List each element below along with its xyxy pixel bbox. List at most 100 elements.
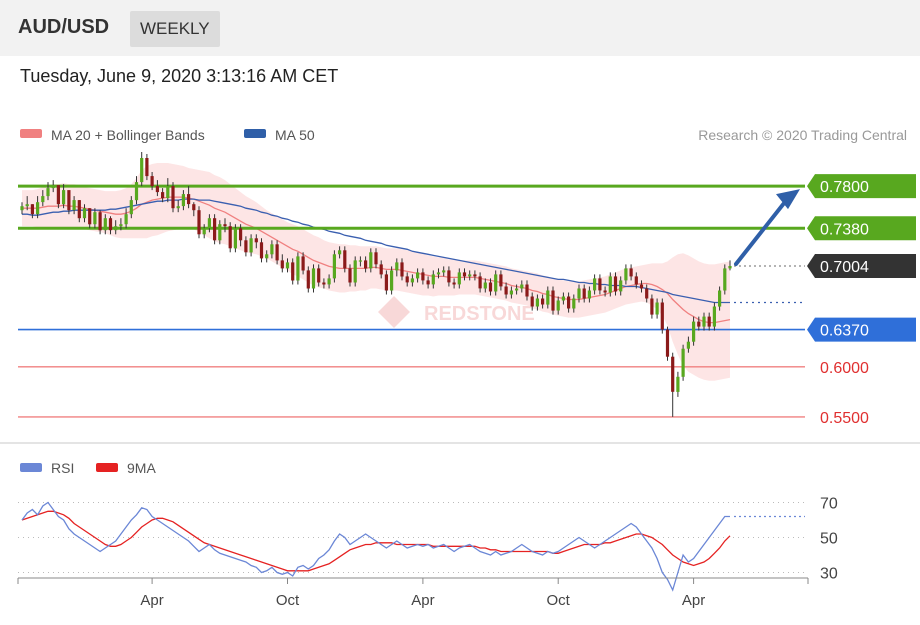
candle-body (530, 296, 534, 307)
candle-body (353, 260, 357, 283)
candle-body (145, 158, 149, 177)
candle-body (129, 200, 133, 215)
candle-body (134, 182, 139, 201)
bollinger-bands (22, 163, 730, 381)
level-badges: 0.7800 0.7380 0.7004 0.6370 0.6000 0.5500 (807, 174, 916, 427)
rsi-panel: 70 50 30 (18, 496, 838, 592)
candle-body (442, 270, 446, 273)
candle-body (468, 274, 472, 277)
candle-body (364, 260, 368, 269)
watermark-logo-icon (378, 296, 410, 328)
candle-body (665, 329, 670, 357)
candle-body (504, 286, 508, 295)
candle-body (447, 270, 451, 283)
x-tick-label: Apr (682, 592, 705, 609)
candle-body (181, 194, 185, 207)
candle-body (587, 290, 591, 299)
x-tick-label: Apr (411, 592, 434, 609)
candle-body (82, 208, 87, 219)
candle-body (306, 270, 310, 289)
price-levels (18, 184, 805, 418)
candle-body (598, 278, 602, 291)
candle-body (192, 204, 196, 211)
support-level-badge: 0.6000 (820, 360, 869, 377)
candle-body (473, 274, 477, 277)
candle-body (686, 341, 690, 349)
candle-body (119, 224, 123, 227)
resistance-level-badge: 0.7800 (807, 174, 916, 199)
candle-body (494, 274, 498, 292)
candle-body (452, 282, 456, 285)
candle-body (72, 200, 76, 211)
rsi-ma-line (21, 510, 731, 572)
candle-body (577, 288, 581, 299)
candle-body (77, 200, 81, 219)
candle-body (322, 282, 326, 285)
candle-body (25, 204, 29, 207)
candle-body (374, 252, 378, 265)
candle-body (140, 158, 144, 183)
candle-body (556, 300, 560, 311)
candle-body (379, 264, 383, 275)
current-level-badge: 0.7004 (807, 254, 916, 278)
candle-body (124, 214, 128, 225)
candle-body (249, 238, 253, 253)
candle-body (400, 262, 404, 277)
resistance-level-badge: 0.7380 (807, 216, 916, 241)
candle-body (275, 244, 279, 261)
candle-body (629, 268, 633, 277)
candle-body (478, 276, 482, 289)
badge-background (807, 254, 916, 278)
ma20-legend-label: MA 20 + Bollinger Bands (51, 127, 205, 143)
candle-body (213, 218, 217, 241)
candle-body (93, 212, 97, 225)
rsi-ma-legend-label: 9MA (127, 460, 156, 476)
candle-body (431, 274, 435, 285)
candle-body (296, 256, 300, 281)
candle-body (702, 316, 706, 327)
candle-body (515, 288, 519, 291)
candle-body (30, 204, 34, 215)
candle-body (707, 316, 711, 327)
rsi-tick-label: 50 (820, 531, 838, 548)
legend-top: MA 20 + Bollinger Bands MA 50 Research ©… (20, 127, 907, 143)
candle-body (223, 224, 227, 227)
rsi-ma-legend-swatch (96, 463, 118, 472)
candle-body (166, 186, 170, 199)
candle-body (405, 276, 409, 283)
candle-body (483, 282, 487, 289)
candle-body (593, 278, 597, 291)
candle-body (239, 228, 243, 241)
candle-body (62, 190, 66, 205)
date-text: Tuesday, June 9, 2020 3:13:16 AM CET (20, 66, 339, 86)
candle-body (98, 212, 102, 231)
research-credit: Research © 2020 Trading Central (698, 127, 907, 143)
candle-body (639, 284, 644, 289)
candle-body (520, 284, 524, 289)
candle-body (567, 296, 571, 309)
level-label: 0.5500 (820, 410, 869, 427)
timeframe-badge[interactable]: WEEKLY (130, 11, 220, 47)
candle-body (301, 256, 305, 271)
candle-body (655, 302, 659, 315)
candle-body (150, 176, 154, 187)
rsi-tick-label: 30 (820, 566, 838, 583)
candle-body (525, 284, 529, 297)
candle-body (108, 218, 113, 231)
bollinger-band-area (22, 163, 730, 381)
candle-body (176, 206, 180, 209)
candle-body (488, 282, 493, 292)
candle-body (332, 254, 336, 279)
candle-body (41, 196, 45, 203)
candle-body (218, 224, 222, 241)
arrow-head-icon (776, 189, 800, 210)
watermark: REDSTONE (378, 296, 535, 328)
candle-body (51, 185, 55, 189)
candle-body (88, 208, 92, 225)
x-tick-label: Apr (140, 592, 163, 609)
candle-body (723, 268, 727, 291)
ma20-legend-swatch (20, 129, 42, 138)
candlesticks (20, 152, 732, 417)
ma50-legend-label: MA 50 (275, 127, 315, 143)
